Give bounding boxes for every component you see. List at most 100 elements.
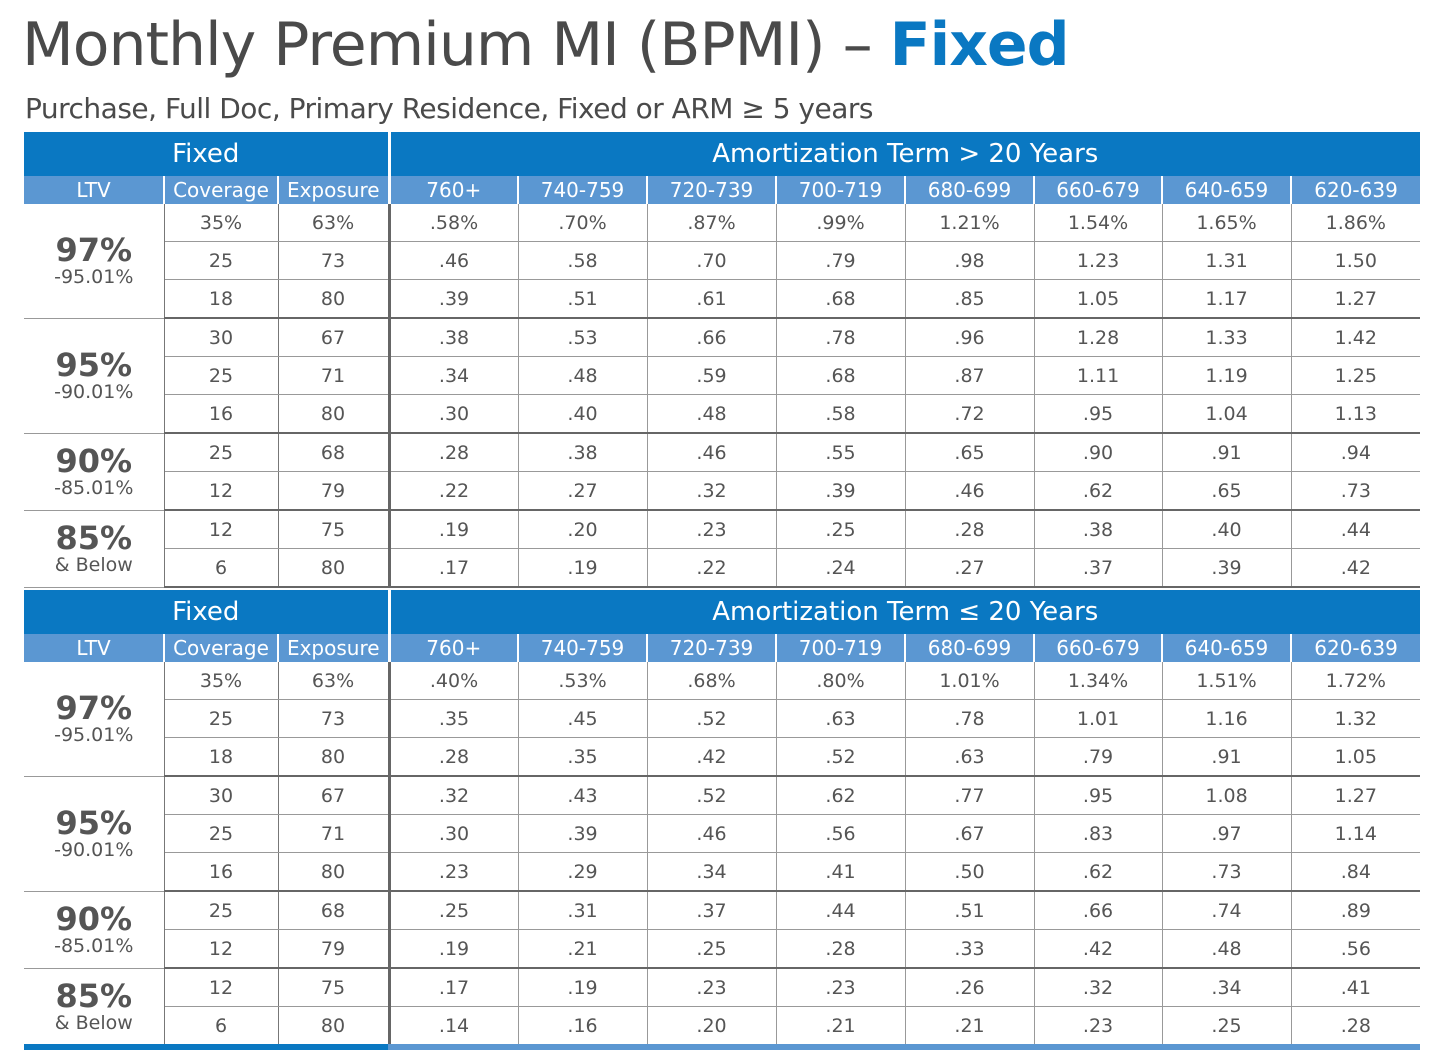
- coverage-cell: 6: [164, 548, 279, 588]
- ltv-value: 95%: [55, 803, 133, 842]
- page-subtitle: Purchase, Full Doc, Primary Residence, F…: [25, 92, 873, 125]
- ltv-range: -90.01%: [54, 838, 134, 861]
- premium-rate-cell: .38: [1034, 510, 1163, 549]
- premium-rate-cell: 1.01%: [905, 662, 1035, 700]
- group-header-fixed: Fixed: [24, 132, 390, 176]
- group-header-amortization: Amortization Term ≤ 20 Years: [387, 590, 1421, 634]
- premium-rate-cell: .63: [905, 737, 1035, 777]
- ltv-range: -90.01%: [54, 380, 134, 403]
- premium-rate-cell: .99%: [776, 204, 906, 242]
- premium-rate-cell: 1.11: [1034, 356, 1163, 395]
- table-row: 90% -85.01% 25 68.25.31.37.44.51.66.74.89: [24, 891, 1421, 969]
- premium-rate-cell: .55: [776, 433, 906, 472]
- ltv-value: 85%: [55, 518, 133, 557]
- premium-rate-cell: 1.19: [1162, 356, 1292, 395]
- coverage-cell: 25: [164, 891, 279, 930]
- premium-rate-cell: .79: [1034, 737, 1163, 777]
- premium-rate-cell: .52: [776, 737, 906, 777]
- table-row: 95% -90.01% 30 67.38.53.66.78.96 1.28 1.33 1.4…: [24, 318, 1421, 434]
- premium-rate-cell: 1.05: [1034, 279, 1163, 319]
- column-header: 700-719: [775, 634, 906, 662]
- premium-rate-cell: .29: [518, 852, 648, 892]
- premium-rate-cell: 1.72%: [1291, 662, 1421, 700]
- premium-rate-cell: .59: [647, 356, 777, 395]
- premium-rate-cell: .58%: [389, 204, 519, 242]
- premium-rate-cell: .70: [647, 241, 777, 280]
- premium-rate-cell: .45: [518, 699, 648, 738]
- premium-rate-cell: .23: [1034, 1006, 1163, 1046]
- premium-rate-cell: .84: [1291, 852, 1421, 892]
- ltv-value: 90%: [55, 441, 133, 480]
- coverage-cell: 12: [164, 929, 279, 969]
- column-header: 660-679: [1033, 176, 1163, 204]
- premium-rate-cell: .89: [1291, 891, 1421, 930]
- coverage-cell: 25: [164, 814, 279, 853]
- exposure-cell: 79: [278, 471, 391, 511]
- premium-rate-cell: .22: [389, 471, 519, 511]
- table-row: 16 80.30.40.48.58.72.95 1.04 1.13: [24, 394, 1421, 434]
- premium-rate-cell: .39: [518, 814, 648, 853]
- exposure-cell: 68: [278, 433, 391, 472]
- exposure-cell: 67: [278, 776, 391, 815]
- exposure-cell: 79: [278, 929, 391, 969]
- ltv-cell: 95% -90.01%: [24, 318, 165, 434]
- coverage-cell: 18: [164, 737, 279, 777]
- premium-rate-cell: .25: [1162, 1006, 1292, 1046]
- premium-rate-cell: .25: [647, 929, 777, 969]
- table-row: 25 71.34.48.59.68.87 1.11 1.19 1.25: [24, 356, 1421, 395]
- premium-rate-cell: .30: [389, 814, 519, 853]
- premium-rate-cell: .94: [1291, 433, 1421, 472]
- premium-rate-cell: 1.14: [1291, 814, 1421, 853]
- column-header: 680-699: [904, 176, 1035, 204]
- premium-rate-cell: .20: [647, 1006, 777, 1046]
- page-title: Monthly Premium MI (BPMI) – Fixed: [22, 10, 1070, 80]
- premium-rate-cell: 1.17: [1162, 279, 1292, 319]
- ltv-range: & Below: [54, 1011, 133, 1034]
- premium-rate-cell: 1.25: [1291, 356, 1421, 395]
- premium-rate-cell: 1.50: [1291, 241, 1421, 280]
- ltv-range: -85.01%: [54, 934, 134, 957]
- premium-rate-cell: .53: [518, 318, 648, 357]
- table-row: 18 80.28.35.42.52.63.79.91 1.05: [24, 737, 1421, 777]
- table-row: 6 80.14.16.20.21.21.23.25.28: [24, 1006, 1421, 1046]
- premium-rate-cell: .91: [1162, 433, 1292, 472]
- column-header: Coverage: [163, 176, 278, 204]
- premium-rate-cell: .21: [776, 1006, 906, 1046]
- coverage-cell: 30: [164, 776, 279, 815]
- column-header: Exposure: [276, 634, 390, 662]
- premium-rate-cell: .16: [518, 1006, 648, 1046]
- table-row: 16 80.23.29.34.41.50.62.73.84: [24, 852, 1421, 892]
- premium-rate-cell: .68: [776, 279, 906, 319]
- premium-rate-cell: .42: [647, 737, 777, 777]
- coverage-cell: 25: [164, 699, 279, 738]
- group-header-amortization: Amortization Term > 20 Years: [387, 132, 1421, 176]
- column-header-row: LTV Coverage Exposure 760+ 740-759 720-739 700…: [24, 176, 1421, 204]
- premium-rate-cell: .63: [776, 699, 906, 738]
- premium-rate-cell: .62: [1034, 471, 1163, 511]
- premium-rate-cell: .34: [389, 356, 519, 395]
- premium-rate-cell: .39: [776, 471, 906, 511]
- column-header: LTV: [24, 176, 164, 204]
- column-header: 720-739: [646, 176, 777, 204]
- ltv-value: 95%: [55, 345, 133, 384]
- premium-rate-cell: .80%: [776, 662, 906, 700]
- premium-rate-cell: 1.65%: [1162, 204, 1292, 242]
- premium-rate-cell: .51: [518, 279, 648, 319]
- coverage-cell: 25: [164, 241, 279, 280]
- exposure-cell: 73: [278, 699, 391, 738]
- coverage-cell: 25: [164, 433, 279, 472]
- premium-rate-cell: .56: [1291, 929, 1421, 969]
- premium-rate-cell: .40: [518, 394, 648, 434]
- premium-rate-cell: .58: [518, 241, 648, 280]
- premium-rate-cell: .42: [1034, 929, 1163, 969]
- table-row: 97% -95.01% 35% 63% .40% .53% .68% .80% 1.01% 1.3…: [24, 662, 1421, 777]
- exposure-cell: 80: [278, 394, 391, 434]
- premium-rate-cell: .28: [776, 929, 906, 969]
- premium-rate-cell: 1.33: [1162, 318, 1292, 357]
- coverage-cell: 12: [164, 471, 279, 511]
- exposure-cell: 63%: [278, 662, 391, 700]
- column-header: 740-759: [517, 634, 648, 662]
- exposure-cell: 68: [278, 891, 391, 930]
- ltv-cell: 85% & Below: [24, 968, 165, 1046]
- premium-rate-cell: 1.05: [1291, 737, 1421, 777]
